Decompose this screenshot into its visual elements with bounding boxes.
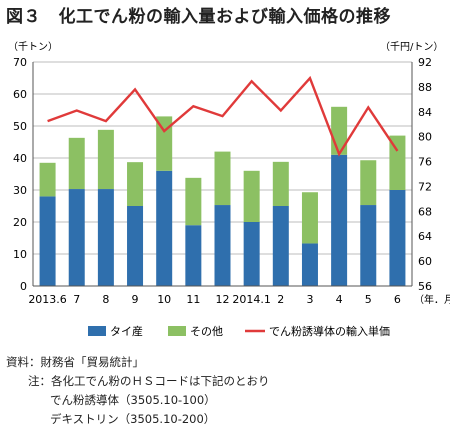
note-line-2: でん粉誘導体（3505.10-100） [50, 393, 216, 407]
y-right-tick-label: 88 [418, 81, 432, 94]
legend-swatch-other [168, 326, 186, 336]
y-right-tick-label: 56 [418, 280, 432, 293]
source-note: 資料：財務省「貿易統計」 [6, 355, 144, 369]
y-left-tick-label: 40 [13, 152, 27, 165]
y-right-tick-label: 68 [418, 205, 432, 218]
bar-other [39, 162, 56, 197]
legend: タイ産 その他 でん粉誘導体の輸入単価 [88, 324, 390, 338]
y-right-tick-label: 64 [418, 230, 432, 243]
note-line-1: 注：各化工でん粉のＨＳコードは下記のとおり [28, 374, 270, 388]
bar-thai [389, 190, 406, 286]
y-left-tick-label: 50 [13, 120, 27, 133]
x-tick-label: 10 [157, 293, 171, 306]
bar-thai [360, 205, 377, 286]
y-right-tick-label: 60 [418, 255, 432, 268]
x-tick-label: 5 [365, 293, 372, 306]
bar-other [272, 161, 289, 206]
x-tick-label: 2013.6 [28, 293, 67, 306]
y-left-tick-label: 70 [13, 56, 27, 69]
bar-thai [39, 196, 56, 286]
bar-thai [214, 205, 231, 286]
x-tick-label: 6 [394, 293, 401, 306]
bar-thai [185, 225, 202, 286]
y-left-tick-label: 10 [13, 248, 27, 261]
bar-thai [331, 154, 348, 286]
bar-other [243, 170, 260, 222]
bar-other [127, 162, 144, 206]
legend-label-other: その他 [190, 325, 223, 338]
x-tick-label: 2014.1 [232, 293, 271, 306]
y-right-tick-label: 80 [418, 131, 432, 144]
bar-other [156, 116, 173, 171]
bar-other [185, 177, 202, 226]
chart: 01020304050607056606468727680848892（千トン）… [8, 41, 450, 338]
bar-other [68, 137, 85, 190]
bar-other [331, 106, 348, 155]
x-tick-label: 8 [102, 293, 109, 306]
x-tick-label: 3 [306, 293, 313, 306]
x-tick-label: 7 [73, 293, 80, 306]
bar-thai [301, 243, 318, 286]
bar-thai [272, 206, 289, 286]
x-tick-label: 2 [277, 293, 284, 306]
price-line [47, 75, 399, 157]
chart-title: 図３ 化工でん粉の輸入量および輸入価格の推移 [6, 7, 391, 27]
y-right-axis-label: （千円/トン） [380, 41, 443, 53]
bar-thai [97, 189, 114, 286]
y-left-tick-label: 0 [20, 280, 27, 293]
y-left-tick-label: 30 [13, 184, 27, 197]
y-right-tick-label: 76 [418, 156, 432, 169]
y-left-tick-label: 20 [13, 216, 27, 229]
x-tick-label: 12 [216, 293, 230, 306]
x-tick-label: 4 [336, 293, 343, 306]
y-right-tick-label: 72 [418, 180, 432, 193]
bar-thai [127, 206, 144, 286]
y-left-axis-label: （千トン） [8, 41, 58, 53]
line-layer [47, 75, 399, 157]
legend-label-thai: タイ産 [110, 325, 143, 338]
y-right-tick-label: 92 [418, 56, 432, 69]
legend-label-price: でん粉誘導体の輸入単価 [269, 324, 390, 338]
bars-layer [39, 106, 406, 286]
x-tick-label: 9 [132, 293, 139, 306]
bar-other [301, 192, 318, 244]
x-tick-label: 11 [186, 293, 200, 306]
axes-layer: 01020304050607056606468727680848892（千トン）… [8, 41, 450, 306]
bar-other [360, 160, 377, 206]
bar-other [389, 135, 406, 190]
note-line-3: デキストリン（3505.10-200） [50, 412, 216, 426]
bar-other [97, 129, 114, 190]
bar-other [214, 151, 231, 206]
bar-thai [68, 189, 85, 286]
bar-thai [243, 222, 260, 286]
legend-swatch-thai [88, 326, 106, 336]
y-left-tick-label: 60 [13, 88, 27, 101]
x-axis-unit: （年．月） [414, 293, 450, 306]
bar-thai [156, 170, 173, 286]
y-right-tick-label: 84 [418, 106, 432, 119]
